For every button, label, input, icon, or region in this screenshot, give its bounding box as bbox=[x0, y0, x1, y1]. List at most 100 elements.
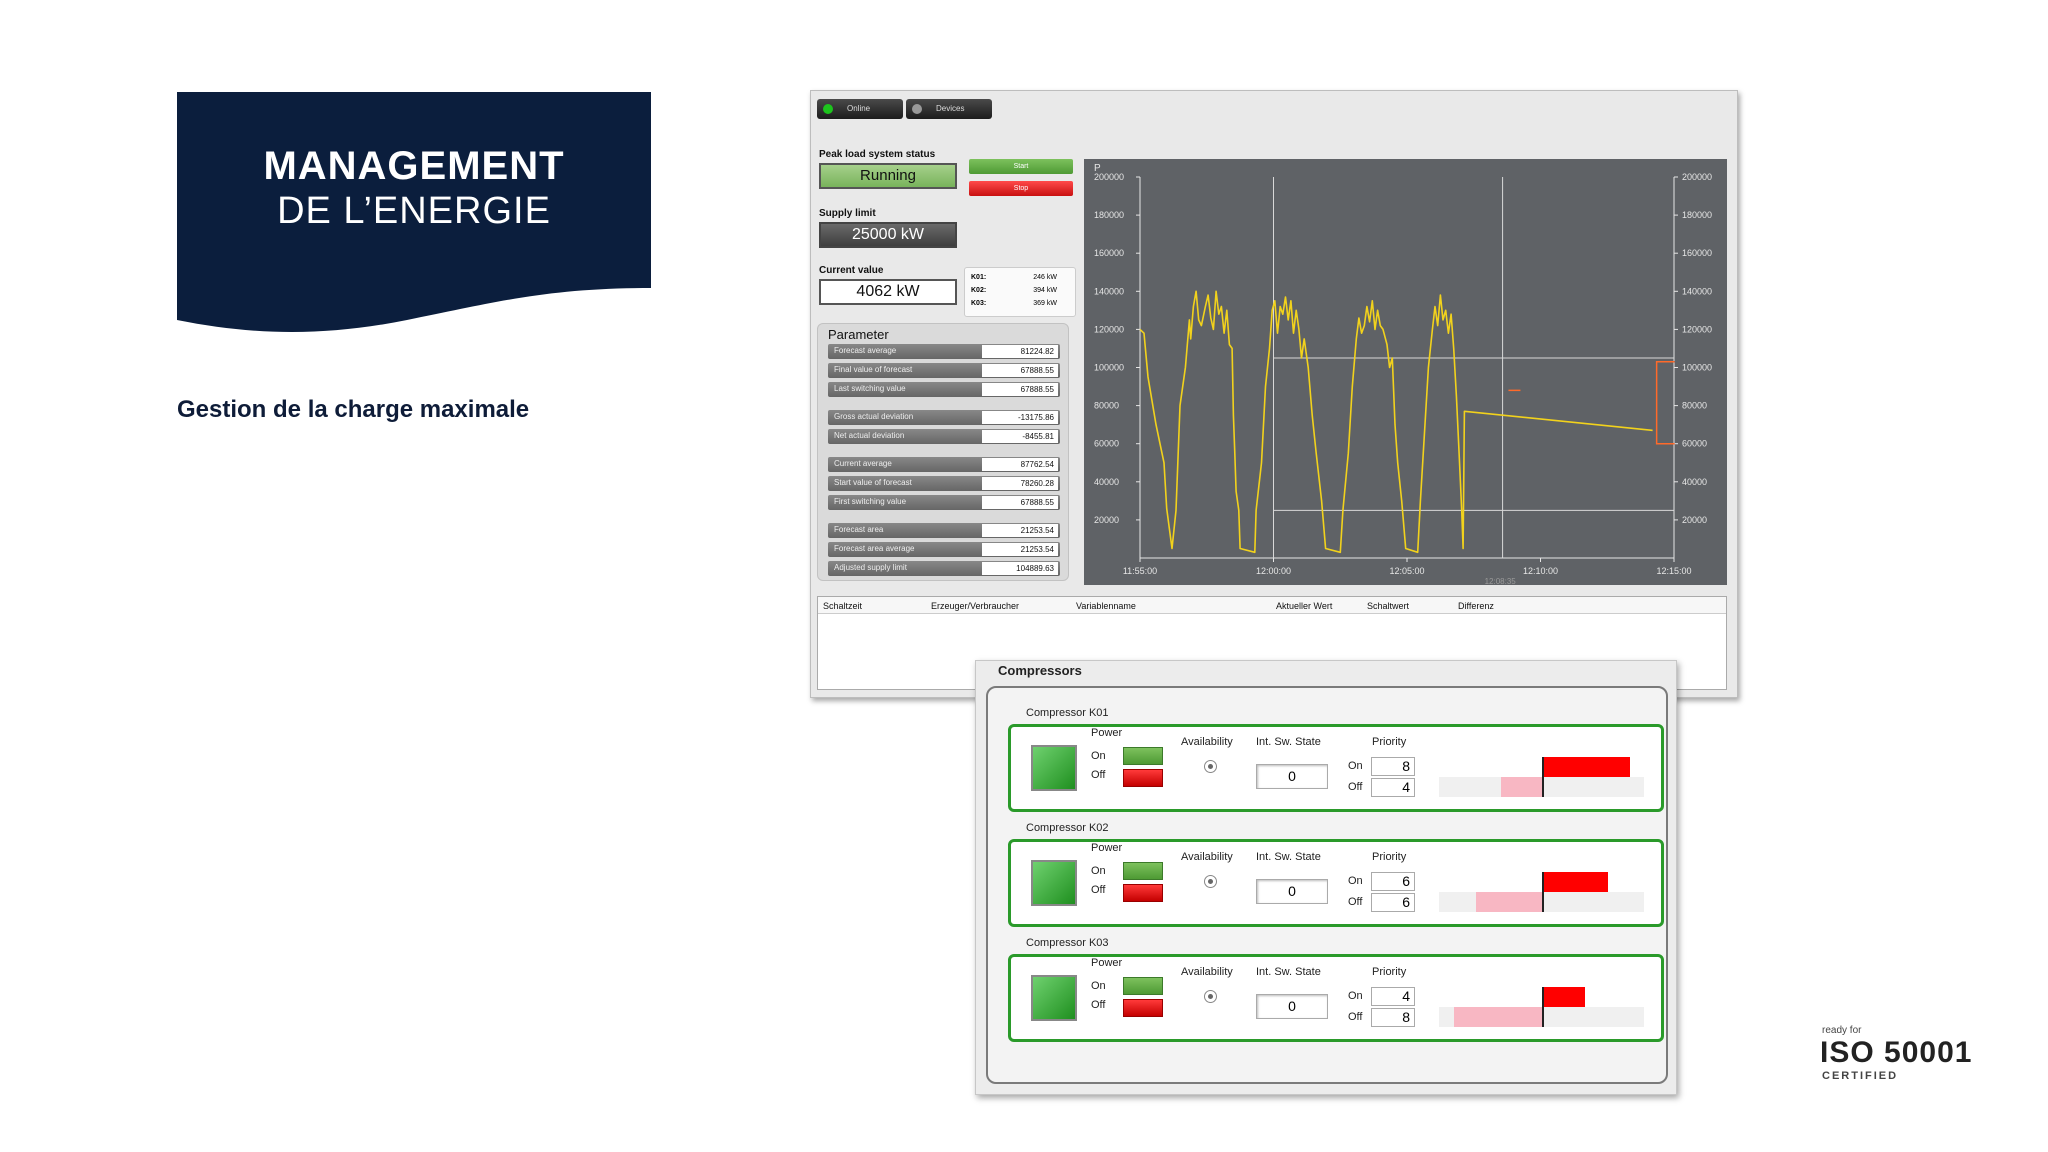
priority-on-input[interactable]: 4 bbox=[1371, 987, 1415, 1006]
power-off-button[interactable] bbox=[1123, 769, 1163, 787]
param-row: Net actual deviation -8455.81 bbox=[828, 429, 1060, 444]
y-tick-label: 20000 bbox=[1094, 515, 1119, 525]
priority-off-input[interactable]: 6 bbox=[1371, 893, 1415, 912]
compressor-name: Compressor K01 bbox=[1026, 707, 1109, 719]
priority-on-input[interactable]: 8 bbox=[1371, 757, 1415, 776]
parameter-title: Parameter bbox=[828, 327, 889, 342]
state-value: 0 bbox=[1256, 879, 1328, 904]
priority-label: Priority bbox=[1372, 736, 1407, 748]
iso-certified-text: CERTIFIED bbox=[1822, 1070, 1899, 1082]
compressors-title: Compressors bbox=[998, 663, 1082, 678]
title-banner: MANAGEMENT DE L’ENERGIE bbox=[177, 92, 651, 342]
banner-subtitle: DE L’ENERGIE bbox=[277, 190, 551, 232]
y-tick-label: 200000 bbox=[1094, 172, 1124, 182]
priority-bar-positive bbox=[1542, 987, 1586, 1007]
priority-on-input[interactable]: 6 bbox=[1371, 872, 1415, 891]
param-label: Net actual deviation bbox=[834, 431, 905, 440]
y-tick-label: 60000 bbox=[1682, 439, 1707, 449]
param-label: Last switching value bbox=[834, 384, 906, 393]
col-header[interactable]: Variablenname bbox=[1076, 601, 1136, 611]
param-value: 67888.55 bbox=[982, 364, 1058, 377]
x-tick-label: 11:55:00 bbox=[1123, 566, 1157, 576]
compressor-k03: Power On Off Availability Int. Sw. State… bbox=[1008, 954, 1664, 1042]
priority-bar bbox=[1439, 757, 1644, 797]
power-lamp-icon bbox=[1031, 860, 1077, 906]
col-header[interactable]: Schaltzeit bbox=[823, 601, 863, 611]
priority-off-label: Off bbox=[1348, 1011, 1363, 1023]
param-row: Current average 87762.54 bbox=[828, 457, 1060, 472]
priority-bar bbox=[1439, 987, 1644, 1027]
col-header[interactable]: Schaltwert bbox=[1367, 601, 1410, 611]
y-tick-label: 120000 bbox=[1094, 324, 1124, 334]
power-on-button[interactable] bbox=[1123, 747, 1163, 765]
col-header[interactable]: Differenz bbox=[1458, 601, 1494, 611]
col-header[interactable]: Erzeuger/Verbraucher bbox=[931, 601, 1020, 611]
param-row: Final value of forecast 67888.55 bbox=[828, 363, 1060, 378]
param-row: Forecast area average 21253.54 bbox=[828, 542, 1060, 557]
priority-off-input[interactable]: 4 bbox=[1371, 778, 1415, 797]
power-label: Power bbox=[1091, 957, 1123, 969]
online-button[interactable]: Online bbox=[817, 99, 903, 119]
k02-value: 394 kW bbox=[1033, 287, 1057, 294]
off-label: Off bbox=[1091, 769, 1106, 781]
state-label: Int. Sw. State bbox=[1256, 966, 1321, 978]
param-row: Gross actual deviation -13175.86 bbox=[828, 410, 1060, 425]
y-tick-label: 80000 bbox=[1682, 401, 1707, 411]
k02-label: K02: bbox=[971, 287, 987, 294]
power-lamp-icon bbox=[1031, 975, 1077, 1021]
param-value: 67888.55 bbox=[982, 496, 1058, 509]
availability-label: Availability bbox=[1181, 966, 1233, 978]
priority-bar-negative bbox=[1476, 892, 1542, 912]
power-lamp-icon bbox=[1031, 745, 1077, 791]
priority-bar-axis bbox=[1542, 872, 1544, 912]
k01-label: K01: bbox=[971, 274, 987, 281]
y-tick-label: 180000 bbox=[1682, 210, 1712, 220]
param-row: Start value of forecast 78260.28 bbox=[828, 476, 1060, 491]
param-value: 21253.54 bbox=[982, 524, 1058, 537]
forecast-bracket bbox=[1655, 361, 1675, 445]
on-label: On bbox=[1091, 865, 1106, 877]
on-label: On bbox=[1091, 750, 1106, 762]
status-value: Running bbox=[819, 163, 957, 189]
param-label: Forecast average bbox=[834, 346, 897, 355]
priority-on-label: On bbox=[1348, 990, 1363, 1002]
current-value: 4062 kW bbox=[819, 279, 957, 305]
y-tick-label: 100000 bbox=[1094, 363, 1124, 373]
col-header[interactable]: Aktueller Wert bbox=[1276, 601, 1333, 611]
y-tick-label: 100000 bbox=[1682, 363, 1712, 373]
y-tick-label: 140000 bbox=[1094, 286, 1124, 296]
power-label: Power bbox=[1091, 842, 1123, 854]
compressor-k01: Power On Off Availability Int. Sw. State… bbox=[1008, 724, 1664, 812]
priority-bar bbox=[1439, 872, 1644, 912]
priority-off-label: Off bbox=[1348, 781, 1363, 793]
x-tick-label: 12:10:00 bbox=[1523, 566, 1558, 576]
param-value: 104889.63 bbox=[982, 562, 1058, 575]
param-value: 78260.28 bbox=[982, 477, 1058, 490]
y-tick-label: 40000 bbox=[1682, 477, 1707, 487]
supply-limit-label: Supply limit bbox=[819, 208, 876, 219]
devices-button[interactable]: Devices bbox=[906, 99, 992, 119]
start-button[interactable]: Start bbox=[969, 159, 1073, 174]
param-label: Adjusted supply limit bbox=[834, 563, 907, 572]
param-label: Start value of forecast bbox=[834, 478, 912, 487]
param-value: 87762.54 bbox=[982, 458, 1058, 471]
availability-radio[interactable] bbox=[1204, 990, 1217, 1003]
iso-ready-text: ready for bbox=[1822, 1025, 1862, 1036]
on-label: On bbox=[1091, 980, 1106, 992]
power-on-button[interactable] bbox=[1123, 862, 1163, 880]
load-chart[interactable]: P 200000 200000 180000 180000 160000 160000 140… bbox=[1084, 159, 1727, 585]
priority-off-input[interactable]: 8 bbox=[1371, 1008, 1415, 1027]
power-off-button[interactable] bbox=[1123, 999, 1163, 1017]
stop-button[interactable]: Stop bbox=[969, 181, 1073, 196]
current-value-label: Current value bbox=[819, 265, 884, 276]
power-off-button[interactable] bbox=[1123, 884, 1163, 902]
param-label: Final value of forecast bbox=[834, 365, 913, 374]
compressor-name: Compressor K03 bbox=[1026, 937, 1109, 949]
peak-load-window: Online Devices Peak load system status R… bbox=[810, 90, 1738, 698]
availability-radio[interactable] bbox=[1204, 875, 1217, 888]
power-on-button[interactable] bbox=[1123, 977, 1163, 995]
priority-bar-axis bbox=[1542, 987, 1544, 1027]
y-tick-label: 120000 bbox=[1682, 324, 1712, 334]
availability-radio[interactable] bbox=[1204, 760, 1217, 773]
